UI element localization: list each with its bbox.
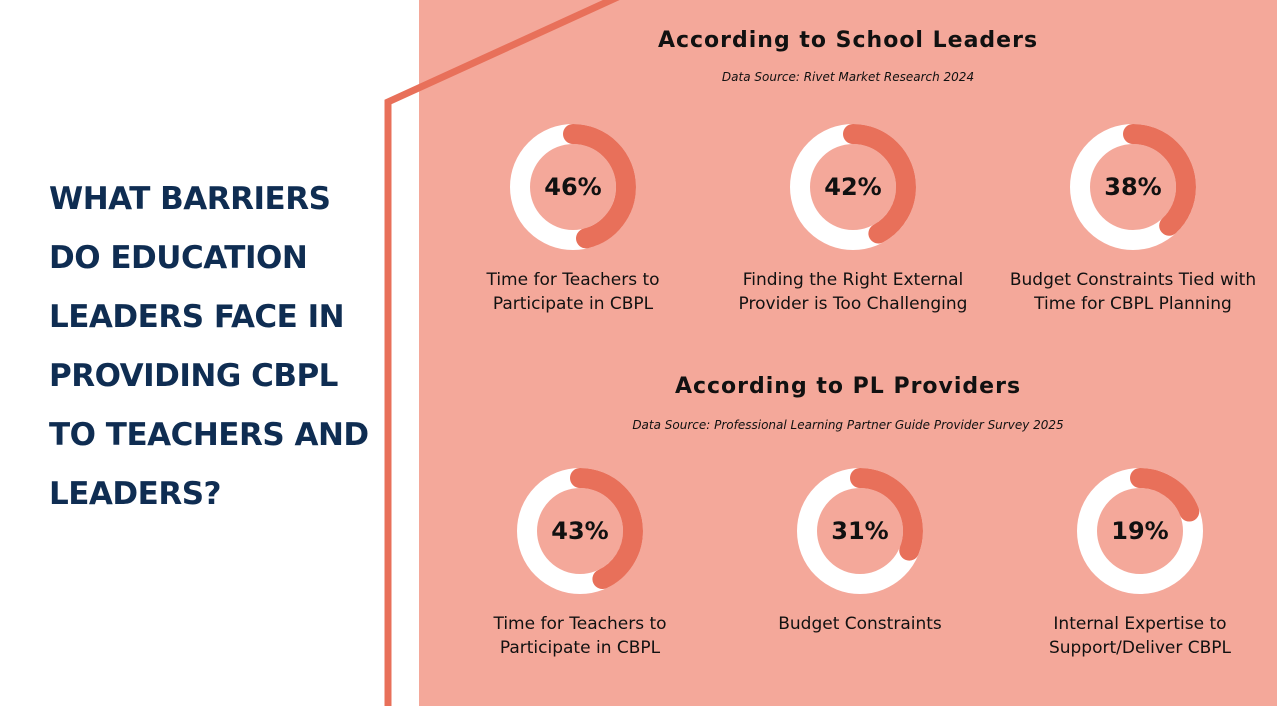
donut-category-label: Finding the Right External Provider is T… bbox=[738, 270, 968, 314]
donut-value-label: 46% bbox=[544, 173, 602, 201]
donut-value-label: 43% bbox=[551, 517, 609, 545]
donut-value-arc bbox=[790, 124, 916, 250]
donut-value-label: 31% bbox=[831, 517, 889, 545]
donut-value-arc bbox=[1070, 124, 1196, 250]
donut-chart: 46% bbox=[508, 122, 638, 252]
pl-providers-title: According to PL Providers bbox=[674, 374, 1022, 399]
donut-chart: 38% bbox=[1068, 122, 1198, 252]
donut-item: 19% Internal Expertise to Support/Delive… bbox=[1010, 466, 1270, 660]
donut-value-label: 19% bbox=[1111, 517, 1169, 545]
donut-chart: 31% bbox=[795, 466, 925, 596]
main-question-heading: WHAT BARRIERS DO EDUCATION LEADERS FACE … bbox=[49, 181, 369, 512]
donut-chart: 19% bbox=[1075, 466, 1205, 596]
donut-value-arc bbox=[1077, 468, 1203, 594]
donut-chart: 42% bbox=[788, 122, 918, 252]
donut-value-label: 38% bbox=[1104, 173, 1162, 201]
donut-category-label: Internal Expertise to Support/Deliver CB… bbox=[1048, 614, 1232, 658]
donut-item: 42% Finding the Right External Provider … bbox=[723, 122, 983, 316]
donut-category-label: Budget Constraints bbox=[778, 614, 942, 634]
donut-category-label: Time for Teachers to Participate in CBPL bbox=[493, 614, 667, 658]
donut-item: 43% Time for Teachers to Participate in … bbox=[450, 466, 710, 660]
donut-category-label: Time for Teachers to Participate in CBPL bbox=[486, 270, 660, 314]
donut-value-label: 42% bbox=[824, 173, 882, 201]
donut-chart: 43% bbox=[515, 466, 645, 596]
school-leaders-title: According to School Leaders bbox=[657, 28, 1039, 53]
donut-item: 31% Budget Constraints bbox=[730, 466, 990, 636]
pl-providers-source: Data Source: Professional Learning Partn… bbox=[632, 418, 1064, 432]
donut-value-arc bbox=[517, 468, 643, 594]
donut-item: 46% Time for Teachers to Participate in … bbox=[443, 122, 703, 316]
donut-value-arc bbox=[797, 468, 923, 594]
donut-category-label: Budget Constraints Tied with Time for CB… bbox=[1009, 270, 1257, 314]
donut-value-arc bbox=[510, 124, 636, 250]
school-leaders-source: Data Source: Rivet Market Research 2024 bbox=[721, 70, 975, 84]
donut-item: 38% Budget Constraints Tied with Time fo… bbox=[1003, 122, 1263, 316]
